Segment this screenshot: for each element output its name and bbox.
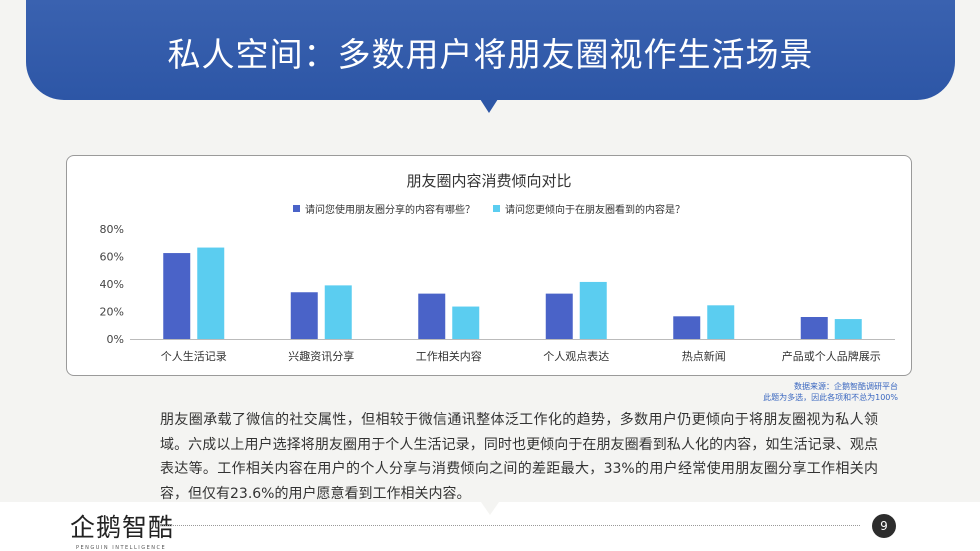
bar-view-0 xyxy=(197,247,225,339)
summary-paragraph: 朋友圈承载了微信的社交属性，但相较于微信通讯整体泛工作化的趋势，多数用户仍更倾向… xyxy=(160,412,878,502)
banner-pointer xyxy=(480,99,498,113)
bar-share-1 xyxy=(290,292,318,339)
footer-bar: 企鹅智酷 PENGUIN INTELLIGENCE 9 xyxy=(0,502,980,551)
page-title: 私人空间：多数用户将朋友圈视作生活场景 xyxy=(167,35,814,74)
data-source-note: 数据来源：企鹅智酷调研平台 此题为多选，因此各项和不总为100% xyxy=(763,381,898,403)
footer-divider xyxy=(160,525,860,526)
legend-swatch-share xyxy=(293,205,300,212)
title-banner: 私人空间：多数用户将朋友圈视作生活场景 xyxy=(26,0,955,100)
penguin-intelligence-logo: 企鹅智酷 PENGUIN INTELLIGENCE xyxy=(70,508,174,551)
x-tick-label: 个人观点表达 xyxy=(543,349,609,363)
x-tick-label: 产品或个人品牌展示 xyxy=(782,349,881,363)
bar-view-3 xyxy=(579,281,607,339)
bar-share-0 xyxy=(163,253,191,339)
y-tick-label: 0% xyxy=(107,333,124,346)
legend-label-view: 请问您更倾向于在朋友圈看到的内容是？ xyxy=(505,205,685,216)
bar-share-3 xyxy=(545,293,573,339)
y-tick-label: 80% xyxy=(100,223,124,236)
x-tick-label: 兴趣资讯分享 xyxy=(288,349,354,363)
bar-share-5 xyxy=(800,317,828,339)
chart-title: 朋友圈内容消费倾向对比 xyxy=(406,172,572,190)
footer-pointer xyxy=(481,502,499,515)
logo-text-cn: 企鹅智酷 xyxy=(70,513,175,542)
chart-panel: 朋友圈内容消费倾向对比 请问您使用朋友圈分享的内容有哪些？ 请问您更倾向于在朋友… xyxy=(66,155,912,376)
source-line: 数据来源：企鹅智酷调研平台 xyxy=(794,382,898,391)
multi-select-note: 此题为多选，因此各项和不总为100% xyxy=(763,393,898,402)
logo-text-en: PENGUIN INTELLIGENCE xyxy=(76,545,167,551)
page-number: 9 xyxy=(872,514,896,538)
bar-view-1 xyxy=(324,285,352,339)
bar-view-2 xyxy=(452,306,480,339)
y-tick-label: 20% xyxy=(100,306,124,319)
bar-view-4 xyxy=(707,305,735,339)
legend-swatch-view xyxy=(493,205,500,212)
legend-item-share: 请问您使用朋友圈分享的内容有哪些？ xyxy=(293,201,475,216)
y-tick-label: 40% xyxy=(100,278,124,291)
bar-chart-plot: 0% 20% 40% 60% 80% 个人生活记录 兴趣资讯分享 工作相关内容 个人观点表达 热点… xyxy=(100,223,895,363)
y-tick-label: 60% xyxy=(100,251,124,264)
x-tick-label: 工作相关内容 xyxy=(416,349,482,363)
legend-item-view: 请问您更倾向于在朋友圈看到的内容是？ xyxy=(493,201,685,216)
bar-view-5 xyxy=(834,319,862,339)
legend-label-share: 请问您使用朋友圈分享的内容有哪些？ xyxy=(305,205,475,216)
chart-legend: 请问您使用朋友圈分享的内容有哪些？ 请问您更倾向于在朋友圈看到的内容是？ xyxy=(67,201,911,216)
bar-share-4 xyxy=(673,316,701,339)
bar-share-2 xyxy=(418,293,446,339)
x-tick-label: 个人生活记录 xyxy=(161,349,227,363)
x-tick-label: 热点新闻 xyxy=(682,349,726,363)
